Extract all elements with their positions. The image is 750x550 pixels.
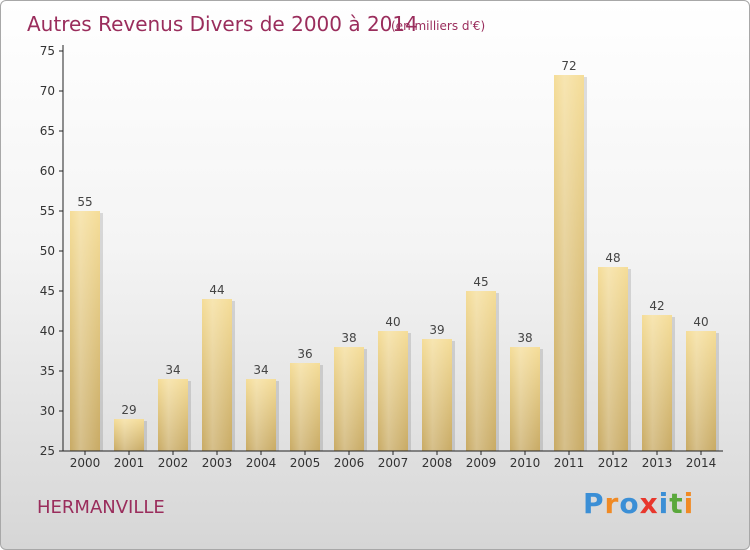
- y-tick-label-70: 70: [40, 84, 55, 98]
- bar-highlight: [422, 339, 452, 451]
- logo-letter: x: [639, 487, 659, 520]
- value-label-2008: 39: [429, 323, 444, 337]
- bar-highlight: [510, 347, 540, 451]
- value-label-2011: 72: [561, 59, 576, 73]
- chart-subtitle: (en milliers d'€): [391, 19, 485, 33]
- bar-highlight: [202, 299, 232, 451]
- logo-letter: P: [583, 487, 605, 520]
- x-tick-label-2014: 2014: [686, 456, 717, 470]
- axes-group: 2000 2001 2002 2003 2004 2005 2006 2007 2008 2009…: [40, 44, 723, 470]
- y-tick-label-65: 65: [40, 124, 55, 138]
- bar-highlight: [158, 379, 188, 451]
- y-tick-label-45: 45: [40, 284, 55, 298]
- y-tick-label-35: 35: [40, 364, 55, 378]
- x-tick-label-2008: 2008: [422, 456, 453, 470]
- value-label-2013: 42: [649, 299, 664, 313]
- bar-highlight: [554, 75, 584, 451]
- x-tick-label-2000: 2000: [70, 456, 101, 470]
- bar-highlight: [598, 267, 628, 451]
- x-tick-label-2013: 2013: [642, 456, 673, 470]
- value-label-2007: 40: [385, 315, 400, 329]
- value-label-2010: 38: [517, 331, 532, 345]
- logo-letter: o: [619, 487, 640, 520]
- x-tick-label-2004: 2004: [246, 456, 277, 470]
- bar-highlight: [642, 315, 672, 451]
- y-tick-label-75: 75: [40, 44, 55, 58]
- x-tick-label-2005: 2005: [290, 456, 321, 470]
- x-tick-label-2011: 2011: [554, 456, 585, 470]
- value-label-2001: 29: [121, 403, 136, 417]
- x-tick-label-2006: 2006: [334, 456, 365, 470]
- y-tick-label-50: 50: [40, 244, 55, 258]
- proxiti-logo[interactable]: Proxiti: [583, 487, 694, 520]
- bar-highlight: [378, 331, 408, 451]
- logo-letter: t: [669, 487, 684, 520]
- bar-highlight: [334, 347, 364, 451]
- bar-highlight: [114, 419, 144, 451]
- bar-highlight: [70, 211, 100, 451]
- value-label-2014: 40: [693, 315, 708, 329]
- x-tick-label-2007: 2007: [378, 456, 409, 470]
- value-label-2006: 38: [341, 331, 356, 345]
- value-label-2012: 48: [605, 251, 620, 265]
- logo-letter: r: [604, 487, 620, 520]
- x-tick-label-2001: 2001: [114, 456, 145, 470]
- y-tick-label-40: 40: [40, 324, 55, 338]
- x-tick-label-2010: 2010: [510, 456, 541, 470]
- chart-title: Autres Revenus Divers de 2000 à 2014: [27, 12, 418, 36]
- value-label-2003: 44: [209, 283, 224, 297]
- y-tick-label-60: 60: [40, 164, 55, 178]
- value-label-2002: 34: [165, 363, 180, 377]
- value-label-2005: 36: [297, 347, 312, 361]
- bars-group: 55 29 34 44 34 36 38 40 39 45 38 72 48 42 40: [70, 59, 719, 451]
- x-tick-label-2002: 2002: [158, 456, 189, 470]
- bar-highlight: [290, 363, 320, 451]
- x-tick-label-2009: 2009: [466, 456, 497, 470]
- bar-highlight: [466, 291, 496, 451]
- x-tick-label-2012: 2012: [598, 456, 629, 470]
- bar-highlight: [246, 379, 276, 451]
- logo-letter: i: [683, 487, 695, 520]
- value-label-2000: 55: [77, 195, 92, 209]
- y-tick-label-55: 55: [40, 204, 55, 218]
- value-label-2004: 34: [253, 363, 268, 377]
- value-label-2009: 45: [473, 275, 488, 289]
- y-tick-label-25: 25: [40, 444, 55, 458]
- bar-highlight: [686, 331, 716, 451]
- y-tick-label-30: 30: [40, 404, 55, 418]
- x-tick-label-2003: 2003: [202, 456, 233, 470]
- commune-name: HERMANVILLE: [37, 497, 165, 518]
- logo-letter: i: [658, 487, 670, 520]
